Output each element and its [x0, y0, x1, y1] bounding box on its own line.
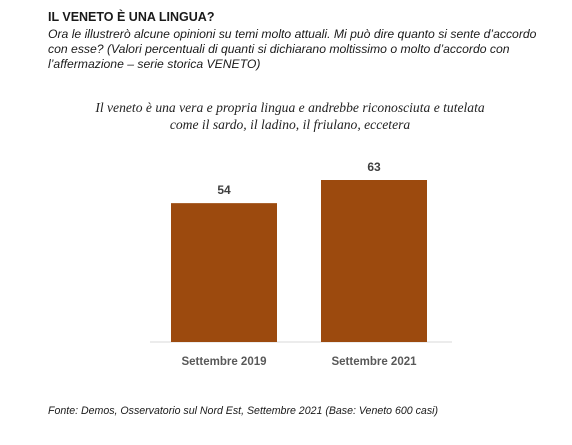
page-title: IL VENETO È UNA LINGUA?	[48, 10, 215, 24]
value-label-1: 54	[217, 183, 231, 197]
category-label-2: Settembre 2021	[331, 356, 417, 368]
intro-text: Ora le illustrerò alcune opinioni su tem…	[48, 27, 537, 71]
value-label-2: 63	[367, 160, 381, 174]
chart-title: Il veneto è una vera e propria lingua e …	[95, 100, 485, 132]
bar-2	[321, 180, 427, 342]
source-note: Fonte: Demos, Osservatorio sul Nord Est,…	[48, 405, 438, 417]
bar-1	[171, 203, 277, 342]
category-label-1: Settembre 2019	[181, 356, 266, 368]
